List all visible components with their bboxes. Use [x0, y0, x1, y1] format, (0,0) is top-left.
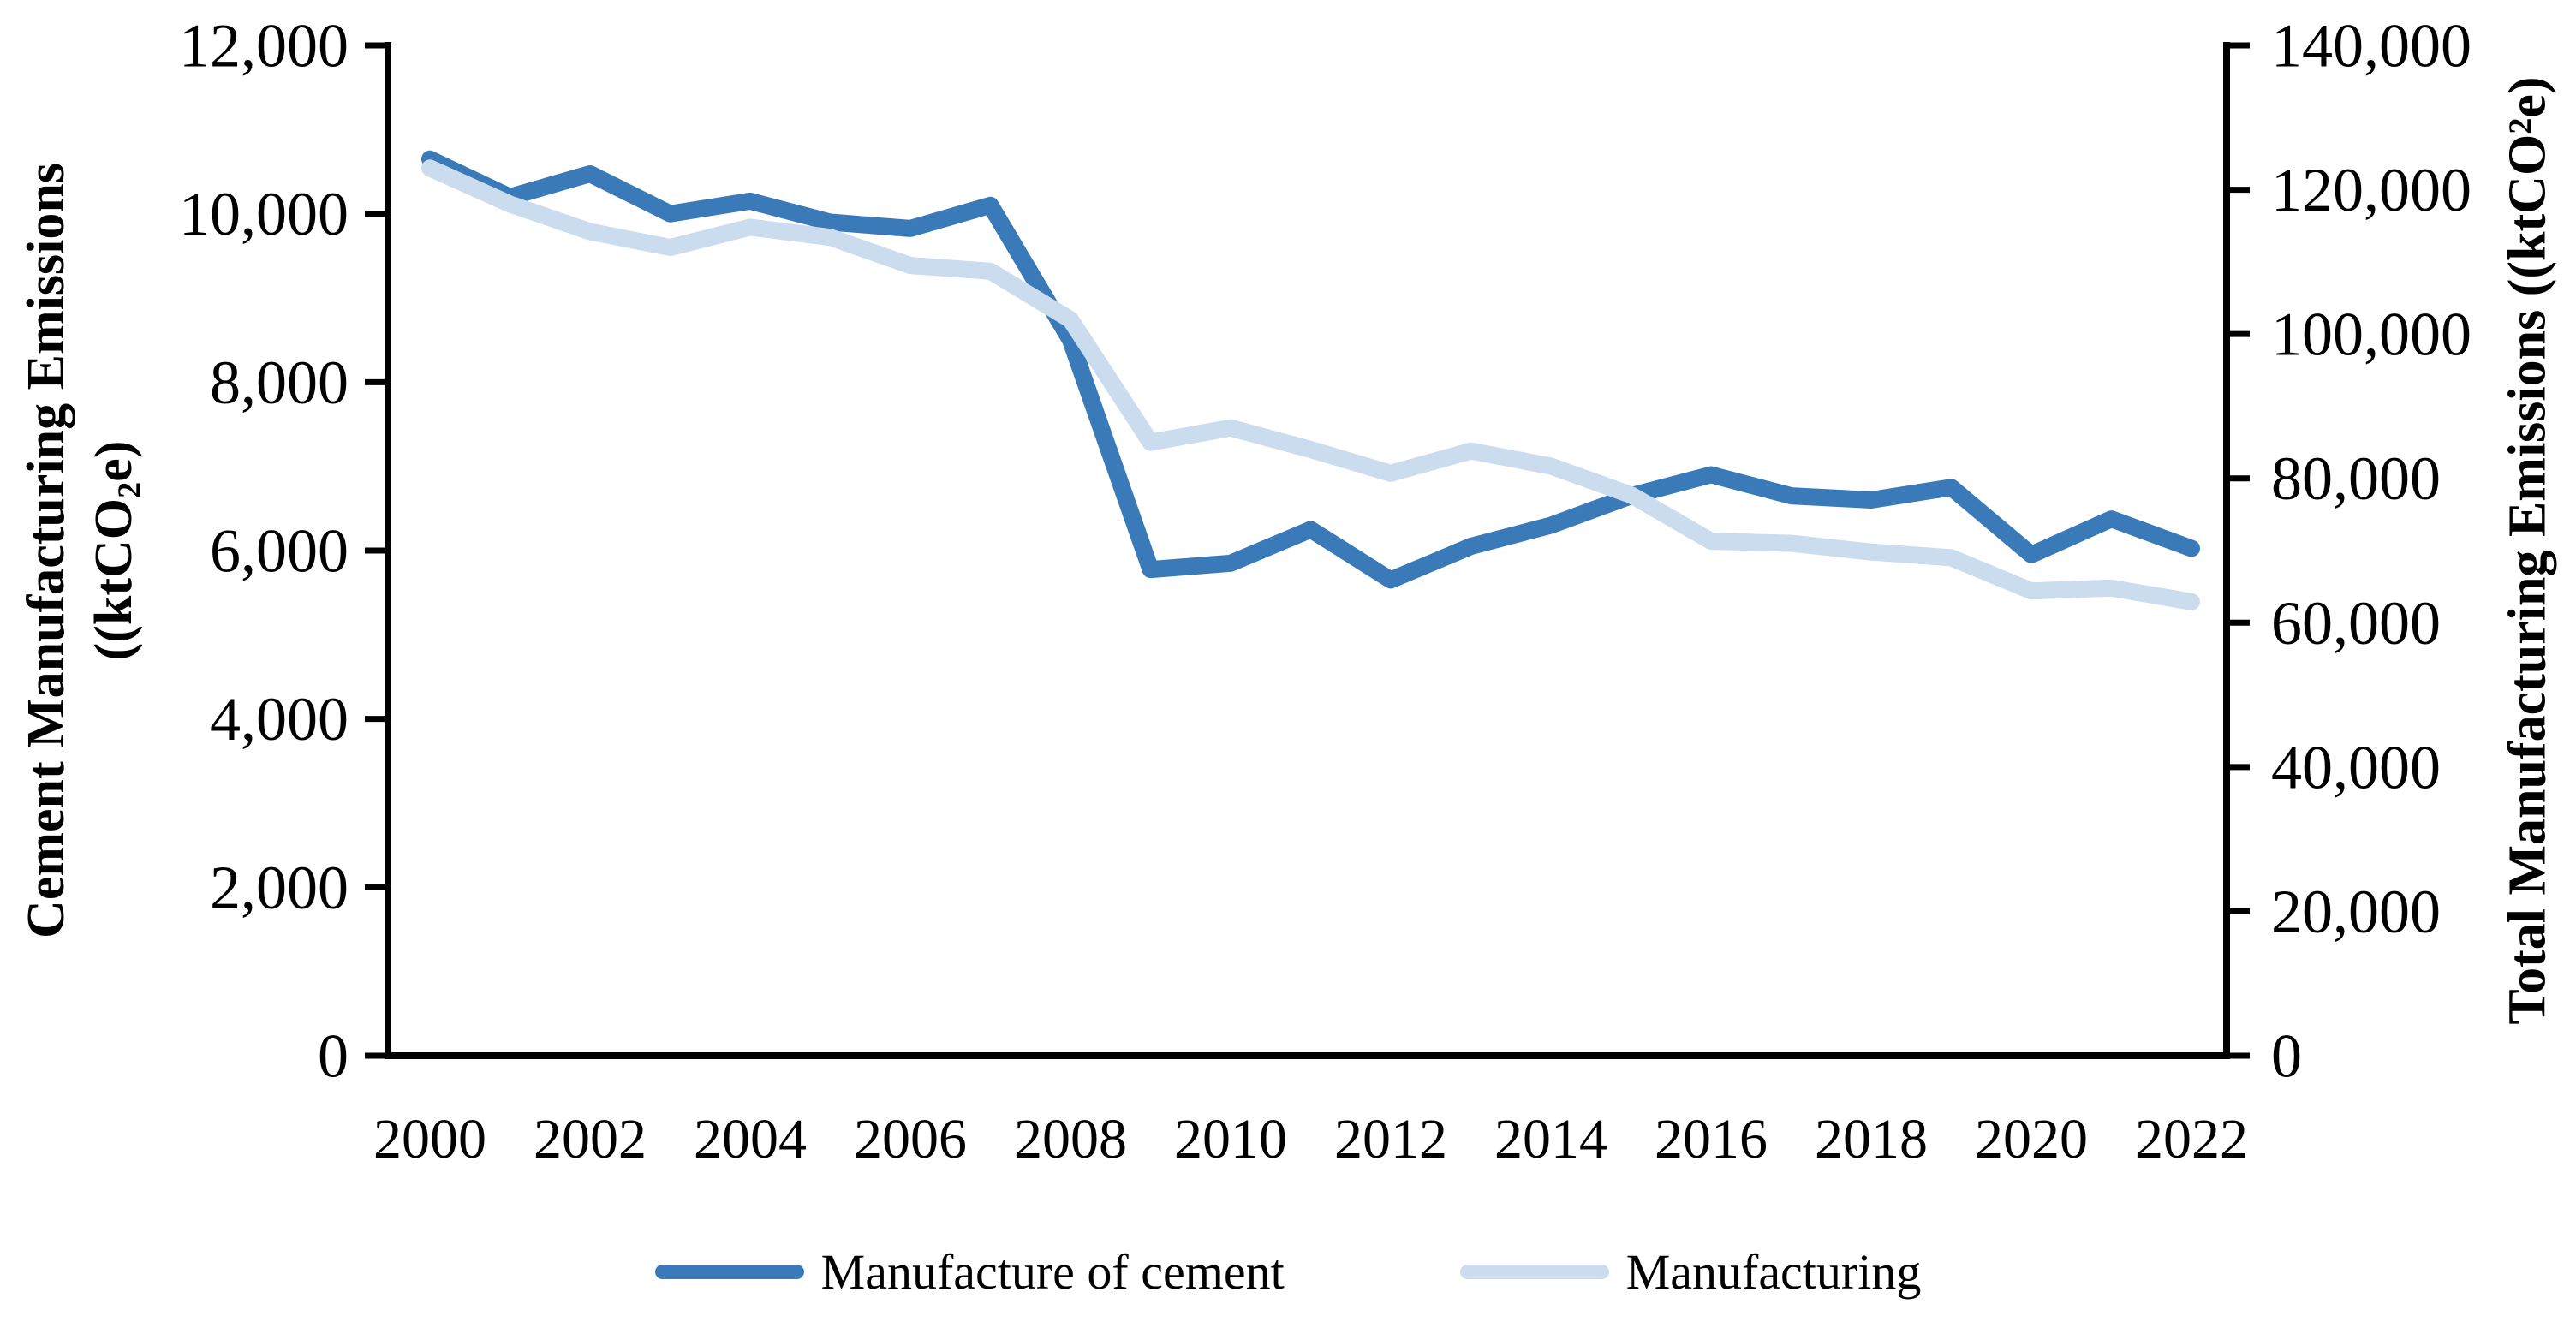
legend-label-manufacturing: Manufacturing: [1625, 1244, 1922, 1300]
series-line-manufacturing: [421, 159, 2200, 610]
right-axis-tick-label: 80,000: [2271, 444, 2441, 513]
right-axis-title: Total Manufacturing Emissions ((ktCO2e): [2498, 76, 2557, 1025]
left-axis-tick-label: 8,000: [210, 348, 349, 417]
x-axis-tick-label: 2022: [2135, 1108, 2248, 1170]
right-axis-tick-label: 40,000: [2271, 733, 2441, 801]
x-axis-tick-label: 2000: [373, 1108, 486, 1170]
left-axis-tick-label: 10,000: [179, 180, 349, 248]
x-axis-tick-label: 2018: [1815, 1108, 1928, 1170]
x-axis-tick-label: 2014: [1494, 1108, 1607, 1170]
left-axis-tick-label: 2,000: [210, 854, 349, 922]
legend-swatch-manufacturing-line: [1459, 1265, 1609, 1279]
right-axis-tick-label: 100,000: [2271, 301, 2472, 369]
x-axis-tick-label: 2006: [854, 1108, 967, 1170]
series-line-manufacture-of-cement: [421, 150, 2200, 589]
left-axis-title-line1: Cement Manufacturing Emissions: [16, 163, 75, 938]
left-axis-title: Cement Manufacturing Emissions ((ktCO2e): [13, 163, 152, 938]
subscript-two: 2: [111, 481, 148, 498]
legend-item-manufacture-of-cement: Manufacture of cement: [654, 1243, 1285, 1301]
left-axis-tick-label: 12,000: [179, 11, 349, 80]
legend-swatch-cement-line: [654, 1265, 804, 1279]
legend-label-cement: Manufacture of cement: [820, 1244, 1285, 1300]
x-axis-tick-label: 2008: [1014, 1108, 1127, 1170]
superscript-two: 2: [2502, 117, 2539, 134]
x-axis-tick-label: 2012: [1334, 1108, 1447, 1170]
right-axis-tick-label: 140,000: [2271, 11, 2472, 80]
left-axis-title-line2: ((ktCO2e): [85, 440, 148, 661]
x-axis-tick-label: 2010: [1174, 1108, 1287, 1170]
left-axis-tick-label: 4,000: [210, 685, 349, 753]
legend-item-manufacturing: Manufacturing: [1459, 1243, 1922, 1301]
legend: Manufacture of cement Manufacturing: [0, 1243, 2576, 1301]
x-axis-tick-label: 2020: [1975, 1108, 2088, 1170]
x-axis-tick-label: 2004: [694, 1108, 807, 1170]
left-axis-tick-label: 6,000: [210, 516, 349, 585]
x-axis-tick-label: 2016: [1655, 1108, 1768, 1170]
left-axis-tick-label: 0: [318, 1021, 349, 1090]
right-axis-tick-label: 20,000: [2271, 878, 2441, 946]
right-axis-tick-label: 0: [2271, 1021, 2302, 1090]
x-axis-tick-label: 2002: [534, 1108, 647, 1170]
right-axis-tick-label: 120,000: [2271, 156, 2472, 224]
right-axis-tick-label: 60,000: [2271, 589, 2441, 658]
